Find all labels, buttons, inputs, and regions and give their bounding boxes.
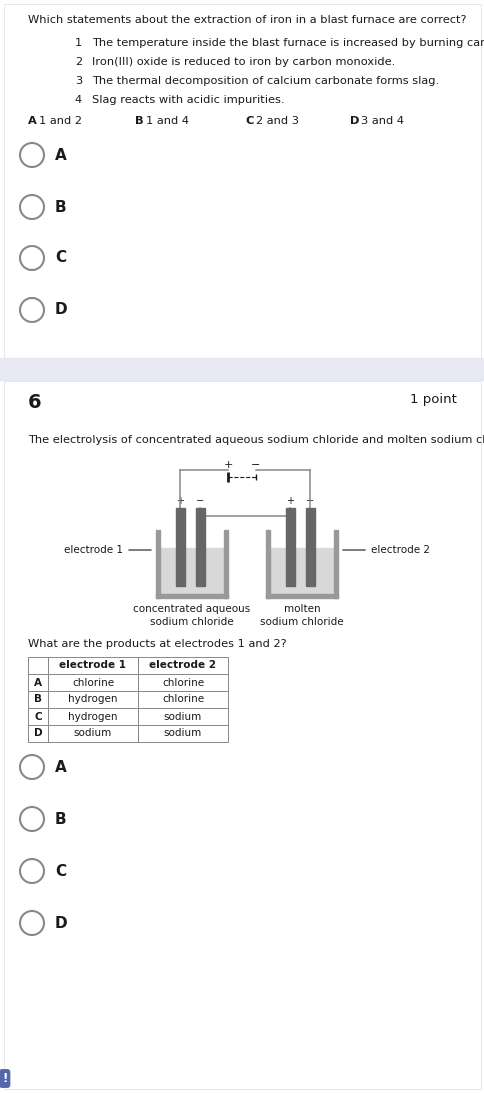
Text: D: D <box>349 116 359 126</box>
Text: 6: 6 <box>28 393 42 412</box>
Text: C: C <box>34 712 42 721</box>
Bar <box>138 657 227 674</box>
Bar <box>156 530 160 598</box>
Text: B: B <box>55 200 66 214</box>
Bar <box>28 657 48 674</box>
Bar <box>138 708 227 725</box>
Text: A: A <box>55 148 67 163</box>
Bar <box>48 691 138 708</box>
Text: 1 and 2: 1 and 2 <box>39 116 82 126</box>
Bar <box>224 530 227 598</box>
Bar <box>48 725 138 742</box>
Bar <box>176 508 184 586</box>
Bar <box>156 593 227 598</box>
Text: 3: 3 <box>75 77 82 86</box>
Text: A: A <box>55 760 67 775</box>
Text: D: D <box>55 916 67 930</box>
Bar <box>48 657 138 674</box>
Text: C: C <box>55 250 66 266</box>
Bar <box>138 725 227 742</box>
Text: What are the products at electrodes 1 and 2?: What are the products at electrodes 1 an… <box>28 639 286 649</box>
Text: sodium chloride: sodium chloride <box>259 618 343 627</box>
Text: +: + <box>176 496 183 506</box>
Text: electrode 1: electrode 1 <box>60 660 126 670</box>
Text: The temperature inside the blast furnace is increased by burning carbon.: The temperature inside the blast furnace… <box>92 38 484 48</box>
Text: A: A <box>28 116 37 126</box>
Text: C: C <box>55 863 66 879</box>
Text: C: C <box>244 116 253 126</box>
Bar <box>270 548 333 593</box>
Text: Slag reacts with acidic impurities.: Slag reacts with acidic impurities. <box>92 95 284 105</box>
Bar <box>138 691 227 708</box>
Text: sodium chloride: sodium chloride <box>150 618 233 627</box>
Text: molten: molten <box>283 604 319 614</box>
Text: electrode 2: electrode 2 <box>370 545 429 555</box>
Text: D: D <box>55 303 67 317</box>
Text: The electrolysis of concentrated aqueous sodium chloride and molten sodium chlor: The electrolysis of concentrated aqueous… <box>28 435 484 445</box>
Bar <box>333 530 337 598</box>
Text: −: − <box>251 460 260 470</box>
Bar <box>0 359 484 380</box>
Text: sodium: sodium <box>164 712 202 721</box>
Bar <box>48 674 138 691</box>
Text: 1: 1 <box>75 38 82 48</box>
Bar <box>286 508 294 586</box>
Text: hydrogen: hydrogen <box>68 712 118 721</box>
Bar <box>28 708 48 725</box>
Text: sodium: sodium <box>74 729 112 739</box>
Text: B: B <box>55 811 66 826</box>
Text: electrode 2: electrode 2 <box>149 660 216 670</box>
Text: +: + <box>286 496 293 506</box>
Text: chlorine: chlorine <box>162 678 204 687</box>
Bar <box>265 593 337 598</box>
Text: −: − <box>305 496 314 506</box>
Bar <box>160 548 224 593</box>
Bar <box>138 674 227 691</box>
Bar <box>28 674 48 691</box>
Text: !: ! <box>2 1072 7 1085</box>
Text: 4: 4 <box>75 95 82 105</box>
Text: B: B <box>135 116 143 126</box>
Text: The thermal decomposition of calcium carbonate forms slag.: The thermal decomposition of calcium car… <box>92 77 438 86</box>
Text: 1 and 4: 1 and 4 <box>146 116 189 126</box>
Text: electrode 1: electrode 1 <box>64 545 123 555</box>
Bar <box>305 508 314 586</box>
Text: 2 and 3: 2 and 3 <box>256 116 298 126</box>
Text: chlorine: chlorine <box>72 678 114 687</box>
Text: concentrated aqueous: concentrated aqueous <box>133 604 250 614</box>
Text: D: D <box>33 729 42 739</box>
Bar <box>196 508 205 586</box>
Text: +: + <box>223 460 232 470</box>
Bar <box>4 4 480 369</box>
Text: 3 and 4: 3 and 4 <box>360 116 403 126</box>
Bar <box>4 381 480 1089</box>
Text: 1 point: 1 point <box>409 393 456 406</box>
Bar <box>28 691 48 708</box>
Text: Iron(III) oxide is reduced to iron by carbon monoxide.: Iron(III) oxide is reduced to iron by ca… <box>92 57 394 67</box>
Bar <box>265 530 270 598</box>
Text: A: A <box>34 678 42 687</box>
Text: hydrogen: hydrogen <box>68 694 118 705</box>
Text: Which statements about the extraction of iron in a blast furnace are correct?: Which statements about the extraction of… <box>28 15 466 25</box>
Text: 2: 2 <box>75 57 82 67</box>
Bar <box>28 725 48 742</box>
Text: sodium: sodium <box>164 729 202 739</box>
Text: B: B <box>34 694 42 705</box>
Text: chlorine: chlorine <box>162 694 204 705</box>
Text: −: − <box>196 496 204 506</box>
Bar <box>48 708 138 725</box>
